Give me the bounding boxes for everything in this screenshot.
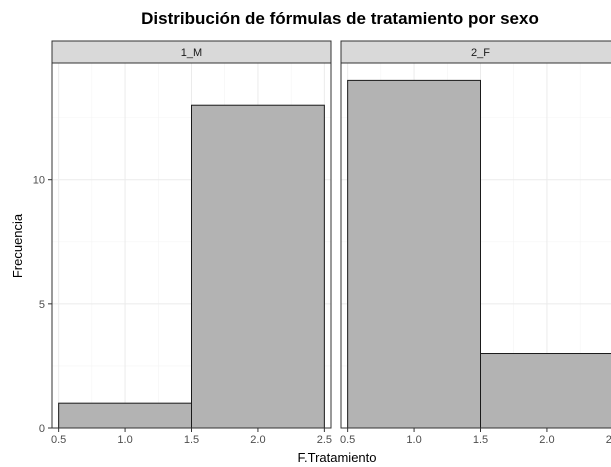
- facet-strip-label: 2_F: [471, 47, 490, 59]
- x-tick-label: 2.0: [250, 434, 265, 446]
- x-tick-label: 1.5: [473, 434, 488, 446]
- y-axis-title: Frecuencia: [10, 213, 25, 278]
- histogram-bar: [347, 79, 481, 429]
- x-tick-label: 0.5: [51, 434, 66, 446]
- facet-strip-label: 1_M: [181, 47, 202, 59]
- x-tick-label: 1.0: [406, 434, 421, 446]
- histogram-bar: [58, 402, 193, 429]
- histogram-bar: [480, 353, 611, 429]
- y-tick-label: 5: [39, 299, 45, 311]
- x-tick-label: 2.5: [317, 434, 332, 446]
- histogram-bar: [191, 104, 325, 429]
- x-tick-label: 1.5: [184, 434, 199, 446]
- x-tick-label: 2.5: [606, 434, 611, 446]
- x-tick-label: 2.0: [539, 434, 554, 446]
- x-axis-title: F.Tratamiento: [298, 450, 377, 465]
- chart-title: Distribución de fórmulas de tratamiento …: [141, 9, 539, 28]
- y-tick-label: 10: [33, 175, 45, 187]
- facet-panel-1_M: 1_M 0.5 1.0 1.5 2.0 2.5 0 5 10: [33, 40, 332, 446]
- facet-panels: 1_M 0.5 1.0 1.5 2.0 2.5 0 5 10 2_F 0.5 1.0 1.5 2.0 2.5: [33, 40, 611, 446]
- y-tick-label: 0: [39, 423, 45, 435]
- x-tick-label: 1.0: [117, 434, 132, 446]
- x-tick-label: 0.5: [340, 434, 355, 446]
- facet-panel-2_F: 2_F 0.5 1.0 1.5 2.0 2.5: [340, 40, 611, 446]
